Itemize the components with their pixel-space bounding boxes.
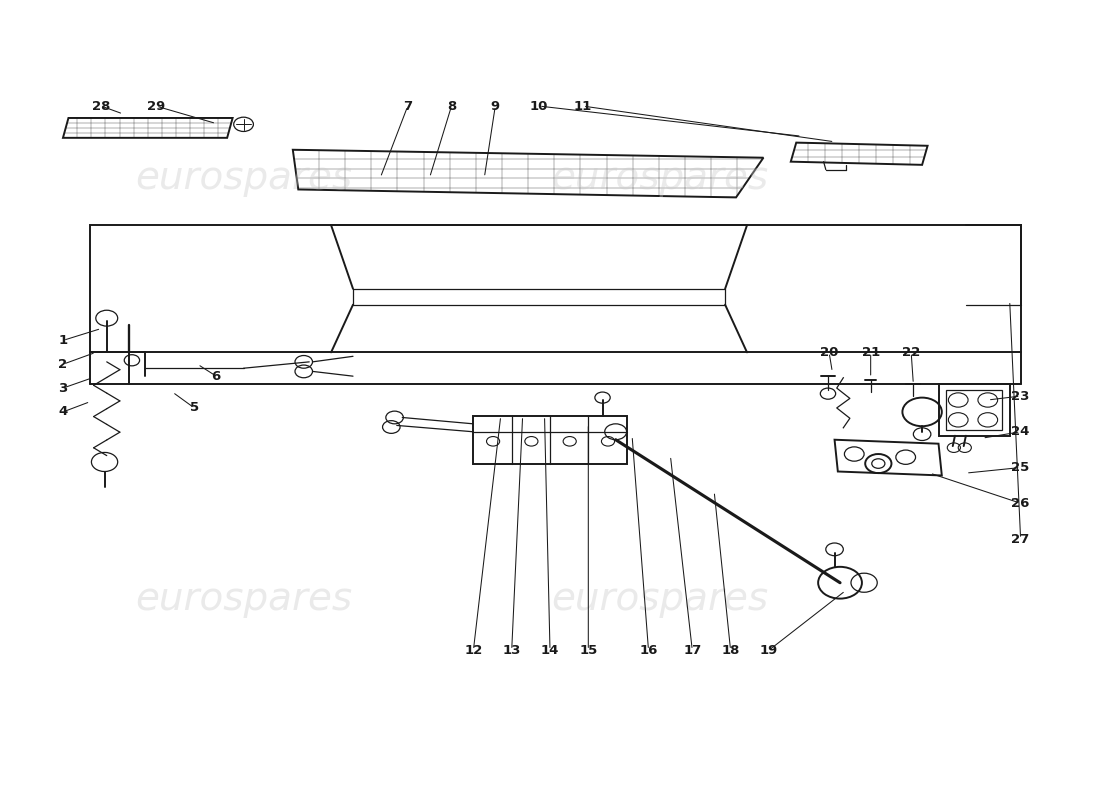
Text: 14: 14 (541, 644, 559, 657)
Text: 6: 6 (211, 370, 221, 382)
Text: eurospares: eurospares (135, 158, 352, 197)
Text: 10: 10 (530, 99, 548, 113)
Text: 7: 7 (404, 99, 412, 113)
Text: eurospares: eurospares (135, 580, 352, 618)
Text: 12: 12 (464, 644, 483, 657)
Text: 26: 26 (1011, 497, 1030, 510)
Text: 4: 4 (58, 406, 67, 418)
Text: 11: 11 (574, 99, 592, 113)
Text: 2: 2 (58, 358, 67, 370)
Text: 13: 13 (503, 644, 521, 657)
Text: 1: 1 (58, 334, 67, 347)
Text: 27: 27 (1012, 533, 1030, 546)
Text: 25: 25 (1012, 461, 1030, 474)
Text: 9: 9 (491, 99, 499, 113)
Text: 23: 23 (1011, 390, 1030, 402)
Text: 17: 17 (683, 644, 702, 657)
Polygon shape (791, 142, 927, 165)
Text: 3: 3 (58, 382, 67, 394)
Text: 18: 18 (722, 644, 740, 657)
Text: 20: 20 (820, 346, 838, 359)
Polygon shape (293, 150, 763, 198)
Text: 15: 15 (580, 644, 597, 657)
Text: 21: 21 (861, 346, 880, 359)
Text: 28: 28 (92, 99, 110, 113)
Polygon shape (63, 118, 232, 138)
Text: 16: 16 (639, 644, 658, 657)
Text: 19: 19 (760, 644, 778, 657)
Text: eurospares: eurospares (551, 158, 768, 197)
Text: 8: 8 (447, 99, 456, 113)
Text: 24: 24 (1011, 426, 1030, 438)
Text: eurospares: eurospares (551, 580, 768, 618)
Text: 22: 22 (902, 346, 921, 359)
Text: 29: 29 (147, 99, 165, 113)
Text: 5: 5 (189, 402, 199, 414)
